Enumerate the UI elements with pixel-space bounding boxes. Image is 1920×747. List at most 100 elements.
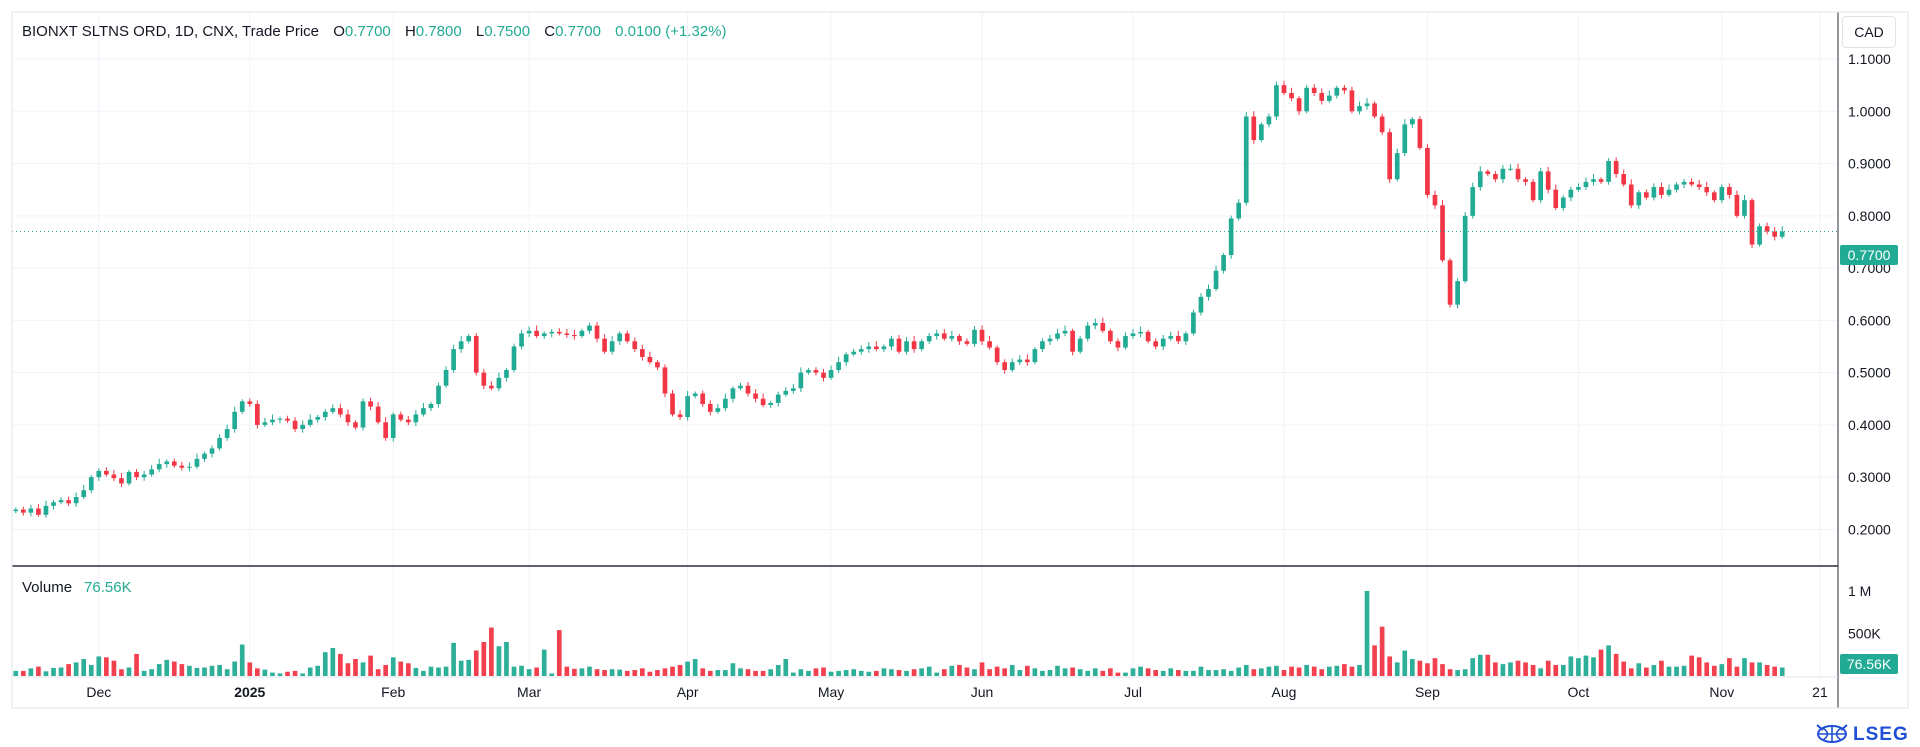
candle-body — [1183, 333, 1189, 342]
volume-bar — [88, 664, 94, 676]
volume-bar — [1659, 660, 1664, 676]
volume-bar — [202, 667, 207, 676]
volume-bar — [1598, 649, 1604, 676]
candle-body — [353, 422, 358, 428]
volume-bar — [564, 666, 570, 676]
candle-body — [889, 338, 894, 347]
volume-bar — [1100, 670, 1106, 676]
candle-body — [1628, 184, 1634, 206]
volume-bar — [1183, 670, 1189, 676]
candle-body — [632, 341, 638, 350]
candle-body — [473, 336, 479, 373]
candle-body — [141, 474, 147, 478]
candle-body — [1206, 289, 1211, 297]
price-tick-label: 0.6000 — [1848, 312, 1891, 328]
volume-bar — [1523, 662, 1528, 676]
volume-bar — [307, 667, 313, 676]
price-tick-label: 0.2000 — [1848, 521, 1891, 537]
volume-bar — [1115, 672, 1121, 676]
volume-bar — [1349, 666, 1355, 676]
candle-body — [1621, 174, 1627, 185]
lseg-logo: LSEG — [1815, 722, 1909, 746]
price-tick-label: 0.3000 — [1848, 469, 1891, 485]
candle-body — [745, 385, 751, 394]
volume-bar — [806, 670, 811, 676]
price-tick-label: 0.8000 — [1848, 208, 1891, 224]
candle-body — [926, 336, 932, 342]
volume-bar — [1455, 670, 1460, 676]
candle-body — [1485, 171, 1491, 175]
volume-bar — [255, 668, 260, 676]
volume-bar — [1130, 668, 1136, 676]
candle-body — [851, 351, 857, 355]
volume-bar — [1719, 664, 1725, 676]
volume-bar — [73, 662, 79, 676]
volume-bar — [20, 670, 26, 676]
candle-body — [1583, 181, 1589, 188]
volume-bar — [1621, 661, 1627, 676]
candle-body — [1191, 312, 1196, 334]
volume-bar — [1681, 665, 1687, 676]
candle-body — [866, 346, 872, 350]
volume-bar — [239, 644, 245, 676]
candle-body — [1342, 87, 1347, 91]
candle-body — [534, 330, 539, 337]
candle-body — [1674, 184, 1679, 190]
volume-bar — [1538, 668, 1543, 676]
low-value: 0.7500 — [484, 23, 531, 40]
candle-body — [1334, 87, 1340, 96]
currency-button[interactable]: CAD — [1842, 16, 1896, 48]
volume-bar — [1243, 664, 1249, 676]
volume-bar — [1727, 658, 1732, 676]
volume-bar — [866, 671, 872, 676]
candle-body — [88, 477, 94, 491]
candle-body — [292, 420, 298, 430]
candle-body — [232, 411, 238, 430]
time-tick-label: Jul — [1124, 684, 1142, 700]
price-candles — [13, 80, 1785, 518]
volume-bar — [164, 659, 170, 676]
volume-bar — [1326, 666, 1332, 676]
candle-body — [1040, 341, 1045, 350]
candle-body — [1349, 90, 1355, 112]
price-tick-label: 0.9000 — [1848, 156, 1891, 172]
candle-body — [1523, 179, 1528, 182]
volume-bar — [209, 665, 215, 676]
volume-bar — [972, 669, 977, 676]
volume-bar — [670, 666, 675, 676]
candle-body — [171, 461, 177, 466]
candle-body — [466, 336, 472, 342]
volume-bar — [1734, 666, 1740, 676]
volume-bar — [949, 665, 955, 676]
volume-bar — [594, 669, 600, 676]
volume-bar — [473, 650, 479, 676]
volume-bar — [141, 670, 147, 676]
time-tick-label: Nov — [1709, 684, 1734, 700]
candle-body — [949, 336, 955, 339]
volume-bar — [1711, 665, 1717, 676]
volume-bar — [1477, 654, 1483, 676]
volume-bar — [1417, 660, 1423, 676]
candle-body — [1742, 200, 1747, 216]
volume-bar — [662, 668, 668, 676]
volume-bar — [1583, 655, 1589, 676]
volume-bar — [1002, 668, 1008, 676]
volume-bar — [149, 669, 154, 676]
change-value: 0.0100 (+1.32%) — [615, 23, 727, 40]
volume-bar — [451, 642, 456, 676]
volume-bar — [1500, 664, 1506, 676]
candle-body — [655, 362, 660, 368]
volume-bar — [1289, 666, 1294, 676]
candle-body — [1266, 116, 1272, 125]
candle-body — [1764, 226, 1770, 232]
volume-bar — [579, 668, 585, 676]
candle-body — [700, 393, 706, 404]
volume-bar — [1274, 665, 1279, 676]
candle-body — [164, 461, 170, 465]
volume-bar — [790, 672, 796, 676]
price-tick-label: 0.4000 — [1848, 417, 1891, 433]
candle-body — [1553, 189, 1559, 208]
candle-body — [1538, 171, 1543, 201]
candle-body — [1455, 281, 1460, 305]
